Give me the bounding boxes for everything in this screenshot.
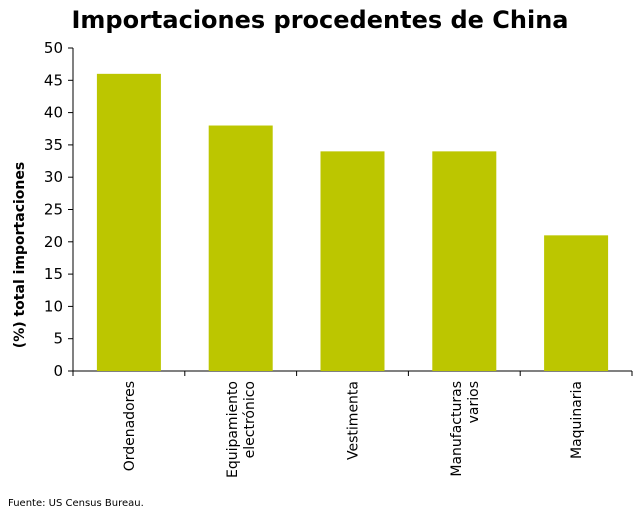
- y-tick-label: 15: [44, 265, 63, 283]
- category-label: varios: [466, 381, 482, 423]
- y-tick-label: 50: [44, 39, 63, 57]
- y-tick-label: 40: [44, 104, 63, 122]
- y-tick-label: 5: [53, 330, 63, 348]
- bar: [432, 151, 497, 371]
- y-axis-label: (%) total importaciones: [12, 162, 28, 348]
- y-tick-label: 25: [44, 201, 63, 219]
- category-label: electrónico: [242, 381, 258, 458]
- bar: [96, 73, 161, 371]
- category-label: Vestimenta: [346, 381, 362, 460]
- y-tick-label: 35: [44, 136, 63, 154]
- bar: [320, 151, 385, 371]
- y-tick-label: 0: [53, 362, 63, 380]
- category-label-group: Equipamiento electrónico: [225, 381, 258, 478]
- chart-title: Importaciones procedentes de China: [71, 6, 568, 34]
- category-label: Maquinaria: [569, 381, 585, 459]
- y-tick-label: 30: [44, 168, 63, 186]
- category-label: Equipamiento: [225, 381, 241, 478]
- y-tick-label: 45: [44, 71, 63, 89]
- source-note: Fuente: US Census Bureau.: [8, 498, 144, 509]
- y-tick-label: 10: [44, 297, 63, 315]
- category-label: Manufacturas: [449, 381, 465, 477]
- category-label-group: Vestimenta: [346, 381, 362, 460]
- category-label-group: Manufacturas varios: [449, 381, 482, 477]
- category-label-group: Ordenadores: [122, 381, 138, 471]
- category-label: Ordenadores: [122, 381, 138, 471]
- bar: [208, 125, 273, 372]
- y-tick-label: 20: [44, 233, 63, 251]
- bar: [544, 235, 609, 371]
- category-label-group: Maquinaria: [569, 381, 585, 459]
